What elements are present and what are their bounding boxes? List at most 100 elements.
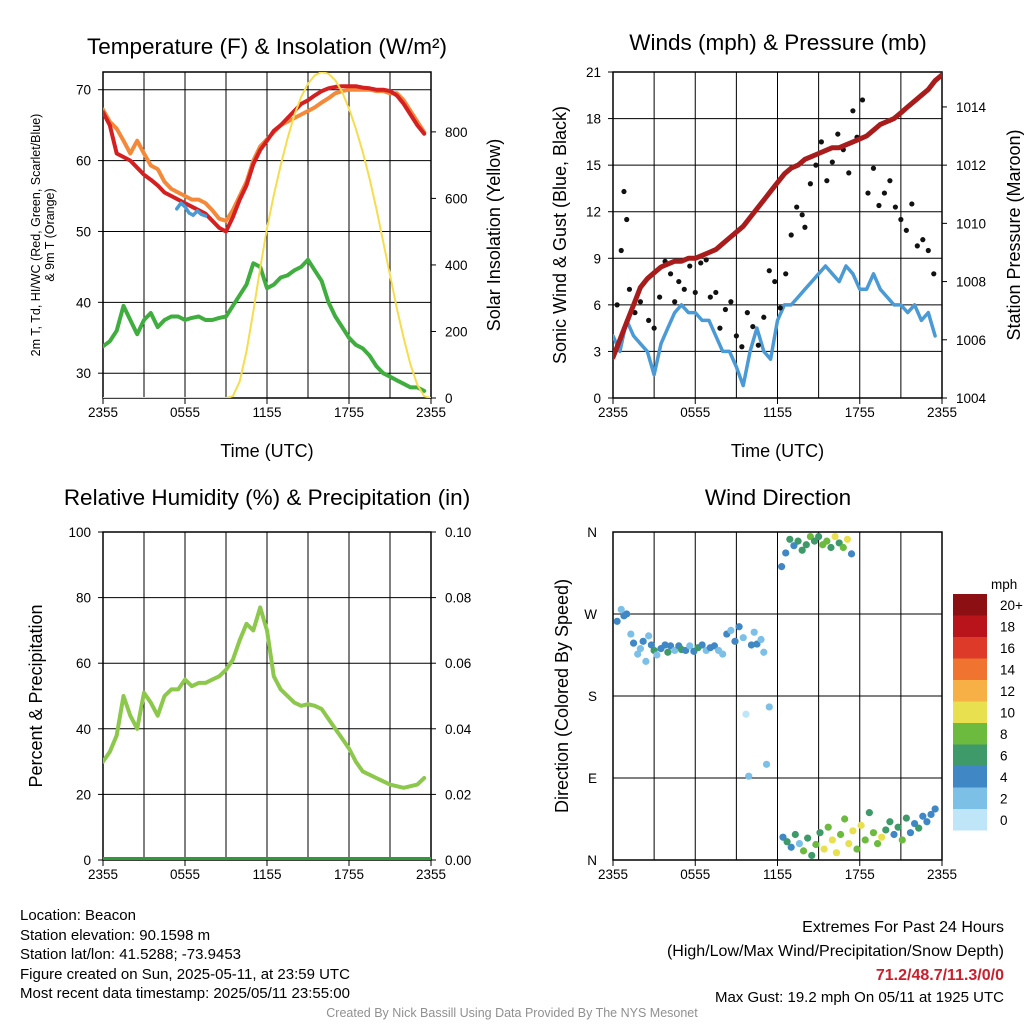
y2-tick-label: 200 [445,324,468,339]
x-tick-label: 0555 [170,867,200,882]
gust-point [739,344,745,350]
y2-tick-label: 1008 [956,275,986,290]
wind-direction-point [841,815,849,823]
wind-direction-point [786,535,794,543]
y2-tick-label: 0 [445,391,453,406]
gust-point [914,243,920,249]
wind-direction-point [783,838,791,846]
x-tick-label: 1755 [334,405,364,420]
wind-direction-point [836,830,845,839]
y2-tick-label: 800 [445,125,468,140]
wind-direction-point [923,818,931,826]
colorbar-swatch [953,637,987,659]
wind-direction-point [882,826,890,834]
wind-direction-point [617,605,625,614]
gust-point [865,190,871,196]
colorbar-label: 14 [1000,662,1016,677]
series-line [103,84,427,234]
wind-direction-point [902,814,910,822]
y2-tick-label: 0.08 [445,591,471,606]
gust-point [766,268,772,274]
wind-direction-point [623,610,631,618]
x-tick-label: 2355 [416,405,446,420]
series-line [103,257,427,393]
wind-direction-point [808,851,816,860]
x-tick-label: 1155 [763,867,792,882]
wind-direction-point [639,637,647,645]
gust-point [703,257,709,263]
station-info: Location: Beacon Station elevation: 90.1… [20,906,350,1004]
gust-point [692,289,698,296]
colorbar-label: 10 [1000,705,1015,720]
gust-point [755,342,761,348]
gust-point [744,310,750,316]
y2-tick-label: 1006 [956,333,986,348]
extremes-title: Extremes For Past 24 Hours [802,919,1004,936]
plot-area [613,72,942,388]
colorbar-label: 6 [1000,748,1008,763]
wind-direction-point [906,829,915,837]
y-tick-label: 3 [593,344,601,359]
y2-axis-label: Solar Insolation (Yellow) [484,139,504,331]
gust-point [931,271,937,277]
colorbar-label: 8 [1000,727,1008,742]
wind-direction-point [823,537,831,545]
wind-direction-point [645,632,653,640]
colorbar-swatch [953,723,987,745]
y-axis-label: Percent & Precipitation [26,604,46,787]
y-tick-label: 21 [586,65,601,80]
x-tick-label: 2355 [598,867,628,882]
y-tick-label: 6 [593,298,601,313]
gust-point [722,306,729,313]
wind-direction-point [865,809,873,817]
series-line [103,72,431,398]
wind-direction-point [765,703,773,711]
series-line [103,87,427,223]
x-axis-label: Time (UTC) [220,441,313,461]
x-tick-label: 0555 [680,405,710,420]
y-tick-label: W [584,607,597,622]
y2-tick-label: 1004 [956,391,987,406]
y-tick-label: 100 [68,525,91,540]
wind-direction-point [636,645,645,653]
extremes-subtitle: (High/Low/Max Wind/Precipitation/Snow De… [666,943,1004,960]
gust-point [676,278,682,285]
colorbar-swatch [953,615,987,637]
colorbar-swatch [953,680,987,702]
wind-direction-point [664,648,672,656]
colorbar-label: 0 [1000,813,1008,828]
y-tick-label: 40 [76,722,91,737]
wind-direction-point [757,635,765,644]
colorbar-swatch [953,744,987,766]
plot-area [613,532,939,860]
extremes-values: 71.2/48.7/11.3/0/0 [875,967,1004,984]
y2-tick-label: 1014 [956,100,987,115]
y-tick-label: 60 [76,656,91,671]
wind-direction-point [927,810,935,819]
gust-point [772,278,778,285]
y-axis-label: Sonic Wind & Gust (Blue, Black) [550,106,570,364]
y-tick-label: 70 [76,83,91,98]
series-line [175,201,208,218]
x-tick-label: 1755 [845,867,875,882]
wind-direction-point [629,639,638,647]
wind-direction-point [843,535,852,543]
wind-direction-point [802,541,810,549]
colorbar-label: 12 [1000,684,1015,699]
gust-point [892,204,898,210]
wind-direction-point [853,845,861,853]
gust-point [835,131,841,137]
gust-point [813,162,819,168]
y-tick-label: 0 [593,391,601,406]
chart-title: Wind Direction [705,485,851,510]
colorbar-swatch [953,701,987,723]
gust-point [717,325,723,331]
colorbar-swatch [953,766,987,788]
y-tick-label: 40 [76,295,91,310]
gust-point [788,232,794,238]
y2-tick-label: 1012 [956,158,986,173]
colorbar-swatch [953,809,987,831]
y2-tick-label: 0.02 [445,787,471,802]
x-tick-label: 1155 [763,405,792,420]
